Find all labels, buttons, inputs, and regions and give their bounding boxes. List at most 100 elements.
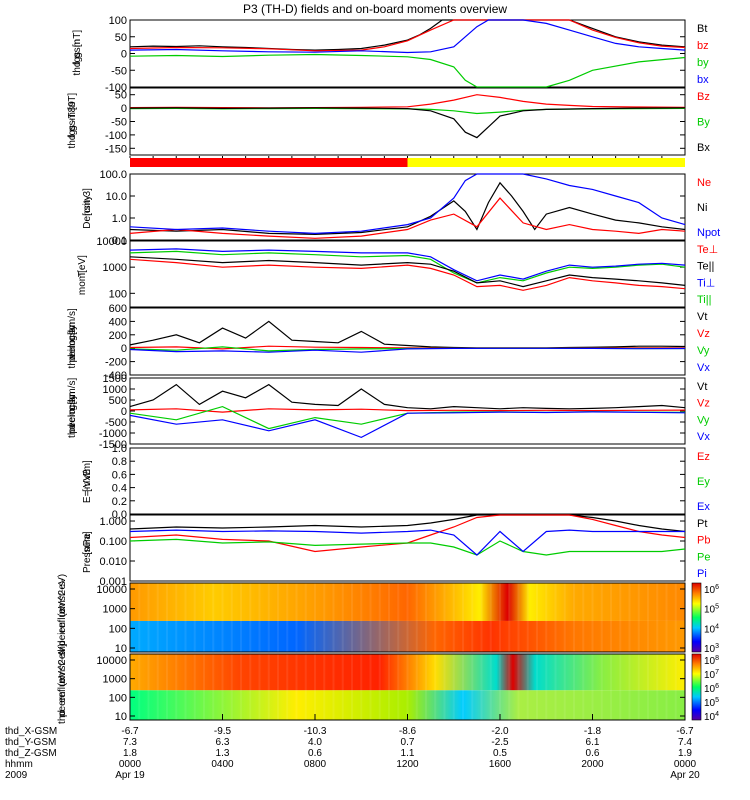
panel-efield: 1.00.80.6 0.40.20.0 E=-VxB[mV/m] Ez Ey Ex xyxy=(82,443,710,521)
colorbar-tick-label: 104 xyxy=(704,623,719,635)
series-line-vx xyxy=(129,411,686,439)
series-line-vt xyxy=(129,383,686,410)
y-tick-label: -500 xyxy=(105,417,127,429)
legend-entry: Ti|| xyxy=(697,294,711,306)
y-tick-label: 100 xyxy=(109,15,127,27)
y-axis-label-line: thd xyxy=(67,424,78,438)
y-axis-label-line: peir xyxy=(57,628,68,645)
y-axis-label-line: gsm xyxy=(67,322,78,341)
legend-entry: Bx xyxy=(697,142,710,154)
legend-entry: Ne xyxy=(697,177,711,189)
legend-entry: Vy xyxy=(697,345,710,357)
legend-entry: Vt xyxy=(697,311,707,323)
spectrogram-upper xyxy=(130,654,685,691)
series-line-ne xyxy=(129,197,686,239)
y-tick-label: 50 xyxy=(115,90,127,102)
x-row-value: 1.8 xyxy=(123,748,137,759)
x-row-value: 0800 xyxy=(304,759,327,770)
y-axis-label-line: Pressure xyxy=(82,533,93,573)
x-row-value: 6.1 xyxy=(586,737,600,748)
x-row-value: -10.3 xyxy=(304,726,327,737)
y-axis-label-line: -T89 xyxy=(67,101,78,122)
x-row-value: 1.3 xyxy=(216,748,230,759)
y-tick-label: 1000 xyxy=(103,604,127,616)
y-axis-label-line: fgs xyxy=(67,125,78,138)
y-axis-label-line: [eV] xyxy=(77,255,88,273)
y-tick-label: 1.0 xyxy=(112,443,127,455)
y-tick-label: 50 xyxy=(115,32,127,44)
x-row-value: 0.6 xyxy=(308,748,322,759)
y-axis-label-line: gsm xyxy=(72,39,83,58)
y-axis-label-line: thd xyxy=(57,641,68,655)
y-axis-label-line: fgs xyxy=(72,52,83,65)
y-axis-label-line: peim xyxy=(67,341,78,363)
y-axis-label-line: mom xyxy=(77,273,88,295)
x-row-value: 1.1 xyxy=(401,748,415,759)
legend-entry: Vt xyxy=(697,381,707,393)
legend-entry: Ti⊥ xyxy=(697,277,715,289)
y-axis-label-line: velocity xyxy=(67,394,78,427)
series-line-bt xyxy=(129,19,686,51)
x-row-value: 1.9 xyxy=(678,748,692,759)
y-axis-label-line: [nPa] xyxy=(82,531,93,555)
y-tick-label: 1.0 xyxy=(112,213,127,225)
legend-entry: Te|| xyxy=(697,261,714,273)
series-line-vx xyxy=(129,347,686,353)
x-row-value: 6.3 xyxy=(216,737,230,748)
y-axis-label-line: eV xyxy=(57,601,68,614)
y-axis-label-line: thd xyxy=(57,710,68,724)
y-axis-label-line: (cm^2-s- xyxy=(57,648,68,687)
series-line-bx xyxy=(129,19,686,54)
x-row-value: -2.5 xyxy=(491,737,509,748)
legend-entry: By xyxy=(697,117,710,129)
y-tick-label: 0.2 xyxy=(112,496,127,508)
series-line-bx xyxy=(129,107,686,139)
spectrogram-upper xyxy=(130,583,685,621)
legend-entry: Ni xyxy=(697,202,707,214)
legend-entry: Npot xyxy=(697,227,720,239)
y-tick-label: 10 xyxy=(115,643,127,655)
x-row-value: 0.5 xyxy=(493,748,507,759)
y-axis-label: E=-VxB[mV/m] xyxy=(82,460,93,503)
series-line-ni xyxy=(129,181,686,236)
y-tick-label: 200 xyxy=(109,330,127,342)
y-tick-label: 0 xyxy=(121,406,127,418)
series-line-by xyxy=(129,53,686,88)
x-row-value: Apr 20 xyxy=(670,770,700,781)
panel-frame xyxy=(129,87,686,156)
x-row-value: -6.7 xyxy=(121,726,139,737)
colorbar-tick-label: 103 xyxy=(704,643,719,655)
colorbar-tick-label: 108 xyxy=(704,655,719,667)
legend-entry: Vx xyxy=(697,362,710,374)
legend-entry: Ey xyxy=(697,476,710,488)
y-axis-label-line: [cm-3] xyxy=(82,188,93,216)
y-axis-label-line: velocity xyxy=(67,325,78,358)
y-axis-label-line: [km/s] xyxy=(67,308,78,335)
y-axis-label-line: eflux xyxy=(57,607,68,628)
x-row-value: -8.6 xyxy=(399,726,417,737)
y-tick-label: -150 xyxy=(105,143,127,155)
x-row-label: thd_Y-GSM xyxy=(5,737,56,748)
series-line-vy xyxy=(129,405,686,430)
y-axis-label-line: en xyxy=(57,691,68,702)
panel-mode_bar xyxy=(129,156,685,167)
x-row-value: -6.7 xyxy=(676,726,694,737)
series-line-bz xyxy=(129,19,686,52)
series-line-vt xyxy=(129,320,686,349)
legend-entry: Vy xyxy=(697,414,710,426)
y-tick-label: 100 xyxy=(109,623,127,635)
legend-entry: Ex xyxy=(697,501,710,513)
y-tick-label: 400 xyxy=(109,316,127,328)
y-tick-label: 1000 xyxy=(103,262,127,274)
x-row-value: -2.0 xyxy=(491,726,509,737)
y-axis-label-line: thd xyxy=(67,135,78,149)
x-row-value: 7.4 xyxy=(678,737,692,748)
colorbar-tick-label: 105 xyxy=(704,697,719,709)
